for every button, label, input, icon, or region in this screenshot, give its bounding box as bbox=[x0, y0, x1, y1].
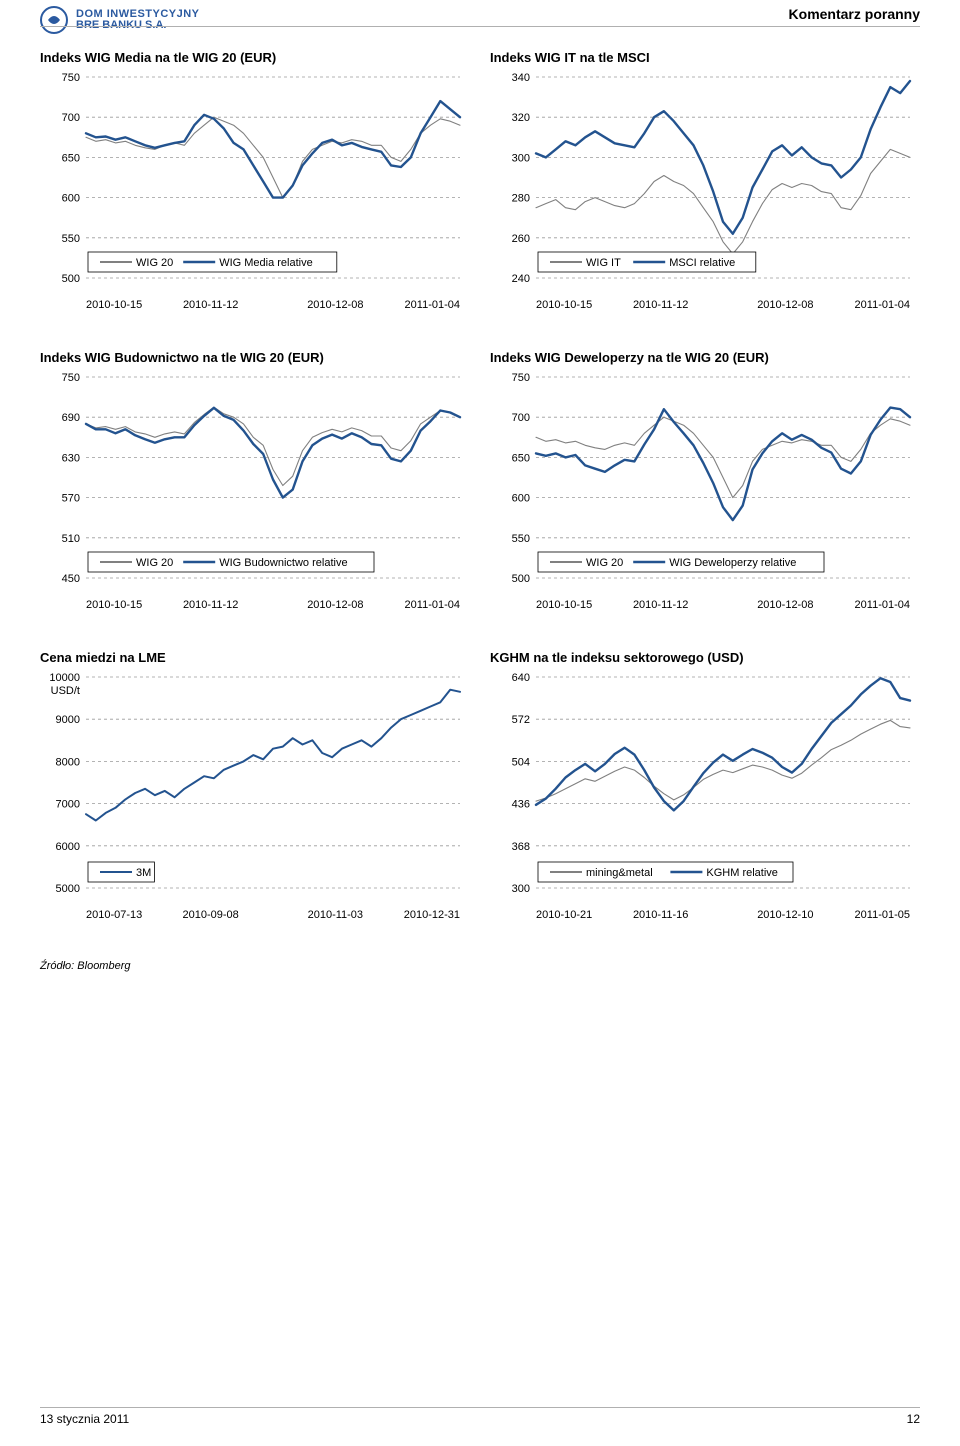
svg-text:2010-11-16: 2010-11-16 bbox=[633, 909, 688, 921]
footer-date: 13 stycznia 2011 bbox=[40, 1412, 129, 1426]
svg-text:500: 500 bbox=[512, 573, 530, 585]
svg-text:2011-01-04: 2011-01-04 bbox=[855, 599, 910, 611]
svg-text:9000: 9000 bbox=[56, 714, 80, 726]
svg-text:690: 690 bbox=[62, 412, 80, 424]
svg-text:2010-12-08: 2010-12-08 bbox=[757, 599, 813, 611]
svg-text:550: 550 bbox=[512, 533, 530, 545]
svg-text:8000: 8000 bbox=[56, 756, 80, 768]
chart-budownictwo: 450 510 570 630 690 750 2010-10-15 2010-11-12 20… bbox=[40, 371, 470, 626]
footer-page: 12 bbox=[907, 1412, 920, 1426]
chart-it: 240 260 280 300 320 340 2010-10-15 2010-11-12 20… bbox=[490, 71, 920, 326]
header-rule bbox=[40, 26, 920, 27]
svg-text:240: 240 bbox=[512, 273, 530, 285]
svg-text:280: 280 bbox=[512, 193, 530, 205]
page-footer: 13 stycznia 2011 12 bbox=[40, 1407, 920, 1426]
svg-text:2010-10-15: 2010-10-15 bbox=[536, 599, 592, 611]
svg-text:650: 650 bbox=[62, 152, 80, 164]
svg-text:570: 570 bbox=[62, 493, 80, 505]
svg-text:2010-09-08: 2010-09-08 bbox=[183, 909, 239, 921]
svg-text:2010-12-10: 2010-12-10 bbox=[757, 909, 813, 921]
svg-text:6000: 6000 bbox=[56, 841, 80, 853]
svg-text:2010-12-08: 2010-12-08 bbox=[307, 299, 363, 311]
svg-text:2010-11-12: 2010-11-12 bbox=[633, 599, 688, 611]
svg-text:WIG 20: WIG 20 bbox=[136, 257, 173, 269]
brand-logo: DOM INWESTYCYJNY BRE BANKU S.A. bbox=[40, 6, 200, 34]
svg-text:450: 450 bbox=[62, 573, 80, 585]
svg-text:572: 572 bbox=[512, 714, 530, 726]
svg-text:2010-10-21: 2010-10-21 bbox=[536, 909, 592, 921]
chart-title-media: Indeks WIG Media na tle WIG 20 (EUR) bbox=[40, 50, 470, 65]
svg-text:mining&metal: mining&metal bbox=[586, 867, 653, 879]
document-title: Komentarz poranny bbox=[789, 6, 920, 22]
svg-text:2011-01-05: 2011-01-05 bbox=[855, 909, 910, 921]
svg-text:MSCI relative: MSCI relative bbox=[669, 257, 735, 269]
svg-text:10000: 10000 bbox=[49, 672, 80, 684]
svg-text:750: 750 bbox=[62, 72, 80, 84]
svg-text:700: 700 bbox=[512, 412, 530, 424]
chart-miedz: 5000 6000 7000 8000 9000 10000USD/t 2010-07-13… bbox=[40, 671, 470, 936]
svg-text:630: 630 bbox=[62, 452, 80, 464]
svg-text:510: 510 bbox=[62, 533, 80, 545]
svg-text:2011-01-04: 2011-01-04 bbox=[855, 299, 910, 311]
svg-text:2010-10-15: 2010-10-15 bbox=[86, 599, 142, 611]
svg-text:600: 600 bbox=[512, 493, 530, 505]
svg-text:7000: 7000 bbox=[56, 799, 80, 811]
chart-deweloperzy: 500 550 600 650 700 750 2010-10-15 2010-11-12 20… bbox=[490, 371, 920, 626]
svg-text:2010-12-31: 2010-12-31 bbox=[404, 909, 460, 921]
svg-text:WIG Media relative: WIG Media relative bbox=[219, 257, 313, 269]
logo-icon bbox=[40, 6, 68, 34]
svg-text:750: 750 bbox=[512, 372, 530, 384]
svg-text:2010-11-12: 2010-11-12 bbox=[183, 599, 238, 611]
svg-text:WIG 20: WIG 20 bbox=[136, 557, 173, 569]
svg-text:WIG IT: WIG IT bbox=[586, 257, 621, 269]
svg-text:504: 504 bbox=[512, 756, 530, 768]
data-source: Źródło: Bloomberg bbox=[40, 960, 920, 972]
svg-text:WIG Deweloperzy relative: WIG Deweloperzy relative bbox=[669, 557, 796, 569]
svg-text:2010-12-08: 2010-12-08 bbox=[757, 299, 813, 311]
chart-title-budownictwo: Indeks WIG Budownictwo na tle WIG 20 (EU… bbox=[40, 350, 470, 365]
charts-grid: Indeks WIG Media na tle WIG 20 (EUR) 500… bbox=[40, 50, 920, 972]
svg-text:340: 340 bbox=[512, 72, 530, 84]
svg-text:WIG 20: WIG 20 bbox=[586, 557, 623, 569]
svg-text:650: 650 bbox=[512, 452, 530, 464]
svg-text:700: 700 bbox=[62, 112, 80, 124]
svg-text:2010-11-12: 2010-11-12 bbox=[633, 299, 688, 311]
svg-text:436: 436 bbox=[512, 799, 530, 811]
svg-text:2010-11-12: 2010-11-12 bbox=[183, 299, 238, 311]
svg-text:600: 600 bbox=[62, 193, 80, 205]
chart-kghm: 300 368 436 504 572 640 2010-10-21 2010-11-16 20… bbox=[490, 671, 920, 936]
svg-text:2010-07-13: 2010-07-13 bbox=[86, 909, 142, 921]
svg-text:260: 260 bbox=[512, 233, 530, 245]
svg-text:300: 300 bbox=[512, 883, 530, 895]
svg-text:368: 368 bbox=[512, 841, 530, 853]
svg-text:550: 550 bbox=[62, 233, 80, 245]
svg-text:2010-12-08: 2010-12-08 bbox=[307, 599, 363, 611]
svg-text:5000: 5000 bbox=[56, 883, 80, 895]
svg-text:320: 320 bbox=[512, 112, 530, 124]
chart-media: 500 550 600 650 700 750 2010-10-15 2010-11-12 20… bbox=[40, 71, 470, 326]
svg-text:640: 640 bbox=[512, 672, 530, 684]
chart-title-deweloperzy: Indeks WIG Deweloperzy na tle WIG 20 (EU… bbox=[490, 350, 920, 365]
svg-text:2011-01-04: 2011-01-04 bbox=[405, 599, 460, 611]
svg-text:500: 500 bbox=[62, 273, 80, 285]
svg-text:750: 750 bbox=[62, 372, 80, 384]
svg-text:2010-11-03: 2010-11-03 bbox=[308, 909, 363, 921]
svg-text:2010-10-15: 2010-10-15 bbox=[86, 299, 142, 311]
svg-text:WIG Budownictwo relative: WIG Budownictwo relative bbox=[219, 557, 347, 569]
chart-title-it: Indeks WIG IT na tle MSCI bbox=[490, 50, 920, 65]
svg-text:KGHM relative: KGHM relative bbox=[706, 867, 778, 879]
svg-text:2010-10-15: 2010-10-15 bbox=[536, 299, 592, 311]
chart-title-miedz: Cena miedzi na LME bbox=[40, 650, 470, 665]
chart-title-kghm: KGHM na tle indeksu sektorowego (USD) bbox=[490, 650, 920, 665]
svg-text:3M: 3M bbox=[136, 867, 151, 879]
svg-text:USD/t: USD/t bbox=[51, 685, 80, 697]
svg-text:300: 300 bbox=[512, 152, 530, 164]
svg-text:2011-01-04: 2011-01-04 bbox=[405, 299, 460, 311]
